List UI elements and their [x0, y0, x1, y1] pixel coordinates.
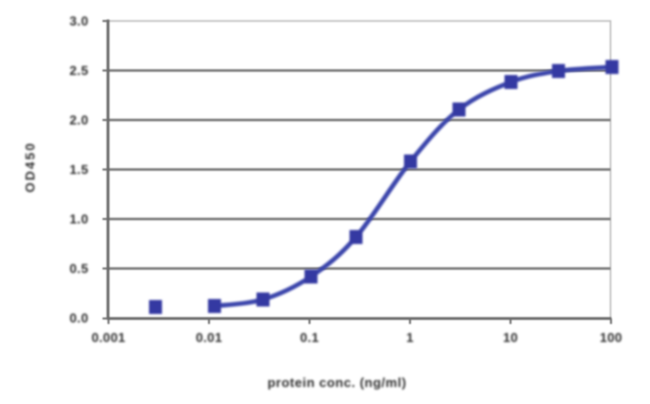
svg-text:100: 100	[600, 330, 623, 345]
svg-text:OD450: OD450	[23, 141, 38, 192]
svg-text:2.0: 2.0	[70, 113, 89, 128]
svg-text:2.5: 2.5	[70, 63, 89, 78]
svg-text:0.01: 0.01	[196, 330, 223, 345]
svg-text:10: 10	[503, 330, 518, 345]
svg-text:0.001: 0.001	[91, 330, 125, 345]
svg-text:1: 1	[406, 330, 414, 345]
svg-text:0.0: 0.0	[70, 311, 89, 326]
svg-text:3.0: 3.0	[70, 14, 89, 29]
svg-text:0.5: 0.5	[70, 261, 89, 276]
svg-text:1.0: 1.0	[70, 212, 89, 227]
svg-text:protein conc. (ng/ml): protein conc. (ng/ml)	[267, 375, 406, 390]
svg-text:1.5: 1.5	[70, 162, 89, 177]
svg-text:0.1: 0.1	[300, 330, 319, 345]
